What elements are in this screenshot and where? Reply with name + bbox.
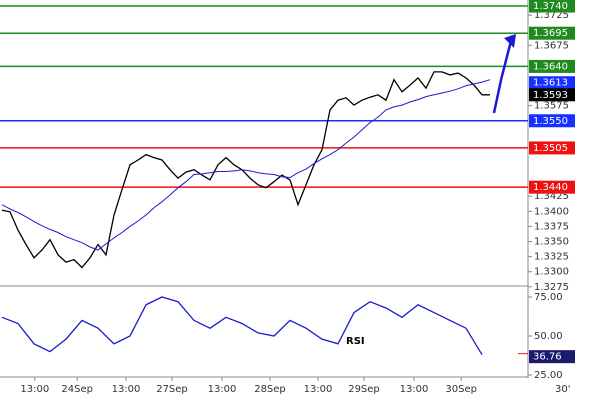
level-label: 1.3440 <box>533 182 568 193</box>
y-tick-label: 1.3300 <box>534 267 569 278</box>
x-tick-label: 27Sep <box>156 384 188 395</box>
y-tick-label: 1.3575 <box>534 101 569 112</box>
level-box <box>529 114 575 128</box>
price-line <box>1 79 491 251</box>
timeframe: 30' <box>555 384 570 395</box>
x-tick-label: 13:00 <box>208 384 237 395</box>
level-label: 1.3550 <box>533 116 568 127</box>
level-box <box>529 0 575 13</box>
level-box <box>529 141 575 155</box>
level-box <box>529 88 575 102</box>
level-box <box>529 180 575 194</box>
y-tick-label: 1.3425 <box>534 191 569 202</box>
x-tick-label: 13:00 <box>20 384 49 395</box>
x-tick-label: 29Sep <box>348 384 380 395</box>
level-label: 1.3593 <box>533 90 568 101</box>
y-tick-label: 50.00 <box>534 331 563 342</box>
last-box <box>529 350 575 364</box>
x-tick-label: 13:00 <box>400 384 429 395</box>
arrow-head <box>504 34 516 48</box>
level-label: 1.3740 <box>533 1 568 12</box>
y-tick-label: 1.3375 <box>534 221 569 232</box>
level-box <box>529 59 575 73</box>
last-label: 36.76 <box>533 352 562 363</box>
indicator-label: RSI <box>346 336 365 347</box>
level-box <box>529 76 575 90</box>
x-tick-label: 13:00 <box>304 384 333 395</box>
x-tick-label: 13:00 <box>112 384 141 395</box>
x-tick-label: 30Sep <box>445 384 477 395</box>
price-line <box>1 296 483 356</box>
x-tick-label: 24Sep <box>61 384 93 395</box>
y-tick-label: 1.3350 <box>534 237 569 248</box>
level-box <box>529 26 575 40</box>
forecast-arrow <box>492 36 514 114</box>
level-label: 1.3695 <box>533 28 568 39</box>
y-tick-label: 1.3275 <box>534 282 569 293</box>
price-line <box>1 71 490 269</box>
y-tick-label: 75.00 <box>534 292 563 303</box>
level-label: 1.3640 <box>533 61 568 72</box>
level-label: 1.3505 <box>533 143 568 154</box>
x-tick-label: 28Sep <box>254 384 286 395</box>
level-label: 1.3613 <box>533 78 568 89</box>
y-tick-label: 1.3675 <box>534 40 569 51</box>
y-tick-label: 1.3725 <box>534 10 569 21</box>
y-tick-label: 1.3400 <box>534 206 569 217</box>
y-tick-label: 1.3325 <box>534 252 569 263</box>
y-tick-label: 25.00 <box>534 370 563 381</box>
